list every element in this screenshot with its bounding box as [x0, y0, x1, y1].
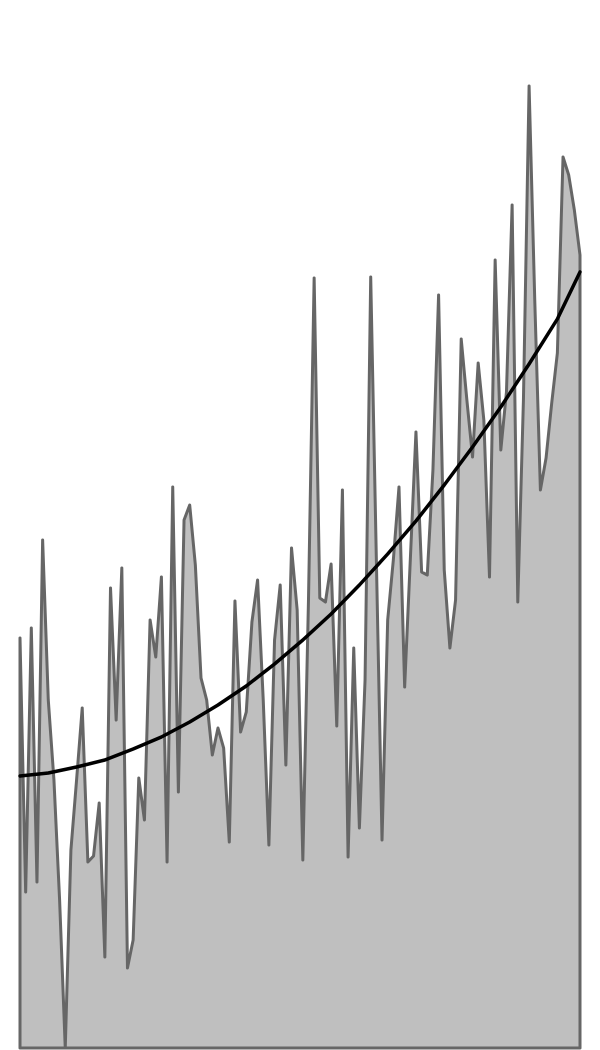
trend-line — [18, 270, 582, 778]
area-fill — [18, 84, 582, 1050]
